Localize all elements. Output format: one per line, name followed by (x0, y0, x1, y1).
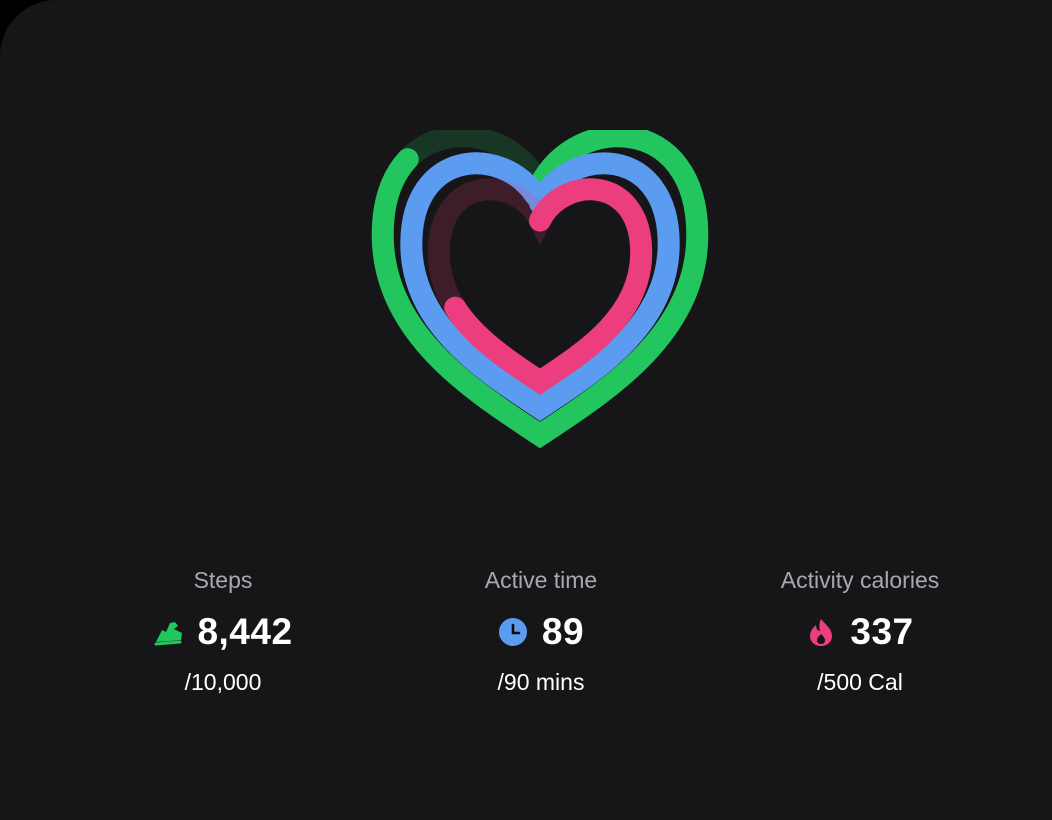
active-time-goal: /90 mins (497, 669, 585, 695)
steps-ring (371, 130, 709, 449)
steps-goal: /10,000 (184, 669, 262, 695)
clock-icon (498, 617, 528, 647)
active-time-ring (400, 152, 680, 422)
activity-calories-goal: /500 Cal (817, 669, 903, 695)
active-time-label: Active time (484, 567, 598, 593)
activity-heart-rings[interactable] (340, 130, 740, 470)
steps-stat[interactable]: Steps 8,442 /10,000 (93, 560, 353, 700)
active-time-ring-progress (400, 152, 680, 422)
activity-calories-stat[interactable]: Activity calories 337 /500 Cal (730, 560, 990, 700)
calories-ring (427, 178, 653, 395)
activity-calories-value: 337 (850, 611, 914, 652)
activity-calories-label: Activity calories (780, 567, 940, 593)
shoe-icon (153, 617, 183, 647)
calories-ring-progress (427, 178, 653, 395)
flame-icon (806, 617, 836, 647)
active-time-stat[interactable]: Active time 89 /90 mins (411, 560, 671, 700)
heart-rings-graphic (371, 130, 709, 449)
active-time-value: 89 (541, 611, 585, 652)
steps-ring-progress (371, 130, 709, 449)
steps-label: Steps (193, 567, 253, 593)
steps-value: 8,442 (197, 611, 293, 652)
